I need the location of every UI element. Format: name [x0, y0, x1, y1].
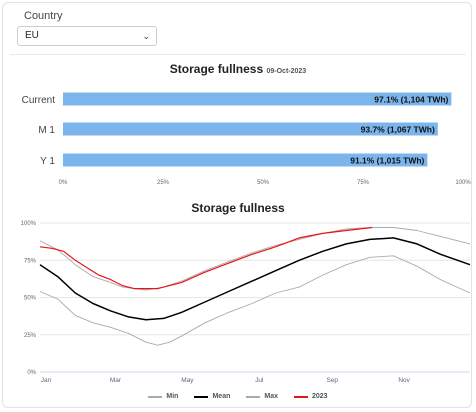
line-x-tick-label: Nov [398, 377, 410, 384]
country-filter-label: Country [24, 10, 63, 22]
bar [63, 92, 452, 106]
bar-chart-title: Storage fullness 09-Oct-2023 [0, 62, 476, 76]
line-y-tick-label: 50% [24, 296, 37, 302]
line-y-tick-label: 25% [24, 333, 37, 339]
bar-category-label: Current [22, 95, 56, 106]
line-chart-legend: Min Mean Max 2023 [0, 393, 476, 400]
legend-swatch [246, 395, 261, 398]
series-line-min [39, 255, 471, 346]
section-divider [10, 54, 466, 55]
bar-chart-date: 09-Oct-2023 [266, 68, 307, 75]
line-x-tick-label: Jul [255, 377, 264, 384]
bar-data-label: 97.1% (1,104 TWh) [374, 95, 448, 105]
legend-item[interactable]: Max [246, 393, 278, 400]
line-x-tick-label: Sep [326, 377, 338, 384]
bar [63, 122, 438, 136]
bar-data-label: 93.7% (1,067 TWh) [361, 125, 435, 135]
chevron-down-icon: ⌄ [142, 31, 150, 41]
country-select[interactable]: EU ⌄ [17, 26, 157, 46]
line-y-tick-label: 0% [27, 370, 36, 376]
legend-item[interactable]: 2023 [294, 393, 328, 400]
bar-x-tick-label: 25% [157, 180, 170, 186]
legend-swatch [294, 395, 308, 398]
line-x-tick-label: Jan [41, 377, 52, 384]
series-line-max [39, 227, 471, 291]
country-select-value: EU [25, 30, 39, 41]
bar-category-label: M 1 [38, 125, 55, 136]
legend-label: Mean [212, 393, 231, 400]
bar-x-tick-label: 50% [257, 180, 270, 186]
series-line-mean [39, 237, 471, 321]
legend-swatch [194, 395, 209, 398]
legend-label: Min [166, 393, 179, 400]
line-x-tick-label: May [181, 377, 194, 384]
bar-data-label: 91.1% (1,015 TWh) [350, 156, 424, 166]
bar [63, 153, 428, 167]
card-frame [2, 2, 472, 408]
legend-swatch [148, 395, 163, 398]
line-chart: 0% 25% 50% 75% 100% Jan Mar May Jul Sep Nov [21, 221, 471, 384]
series-line-2023 [39, 226, 373, 290]
line-x-tick-label: Mar [110, 377, 122, 384]
legend-item[interactable]: Mean [194, 393, 230, 400]
line-chart-title: Storage fullness [191, 201, 285, 215]
bar-chart-title-text: Storage fullness [169, 62, 264, 76]
bar-x-tick-label: 100% [455, 180, 471, 186]
bar-chart: Current 97.1% (1,104 TWh) M 1 93.7% (1,067 … [22, 92, 471, 186]
legend-item[interactable]: Min [148, 393, 178, 400]
bar-x-tick-label: 75% [357, 180, 370, 186]
line-y-tick-label: 75% [24, 258, 37, 264]
bar-x-tick-label: 0% [59, 180, 68, 186]
bar-category-label: Y 1 [40, 156, 55, 167]
legend-label: 2023 [312, 393, 328, 400]
line-y-tick-label: 100% [21, 221, 37, 227]
legend-label: Max [264, 393, 278, 400]
